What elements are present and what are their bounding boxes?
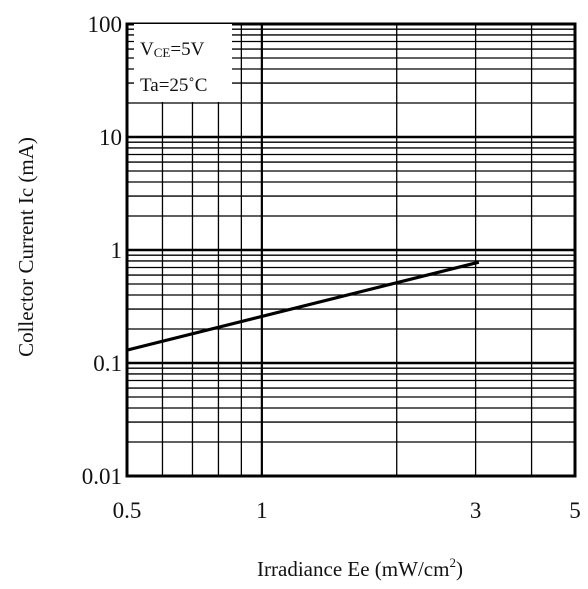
grid-minor-lines [127,24,575,476]
series-layer [126,260,480,352]
grid-major-lines [127,24,575,476]
y-tick-labels: 0.01 0.1 1 10 100 [82,12,122,489]
x-tick-label: 3 [470,498,482,523]
x-axis-label: Irradiance Ee (mW/cm2) [257,555,463,581]
x-tick-labels: 0.5 1 3 5 [113,498,581,523]
y-tick-label: 0.1 [93,351,122,376]
y-tick-label: 1 [111,238,123,263]
y-axis-label: Collector Current Ic (mA) [14,137,38,357]
y-tick-label: 10 [99,125,122,150]
series-line-1 [126,260,480,352]
annotation-ta: Ta=25˚C [140,75,207,96]
x-tick-label: 1 [256,498,268,523]
x-tick-label: 0.5 [113,498,142,523]
annotation-vce: VCE=5V [140,39,205,60]
annotation-box: VCE=5V Ta=25˚C [134,24,232,102]
annotation-background [134,24,232,102]
x-tick-label: 5 [569,498,581,523]
y-tick-label: 0.01 [82,464,122,489]
y-tick-label: 100 [88,12,123,37]
plot-frame [125,22,577,478]
